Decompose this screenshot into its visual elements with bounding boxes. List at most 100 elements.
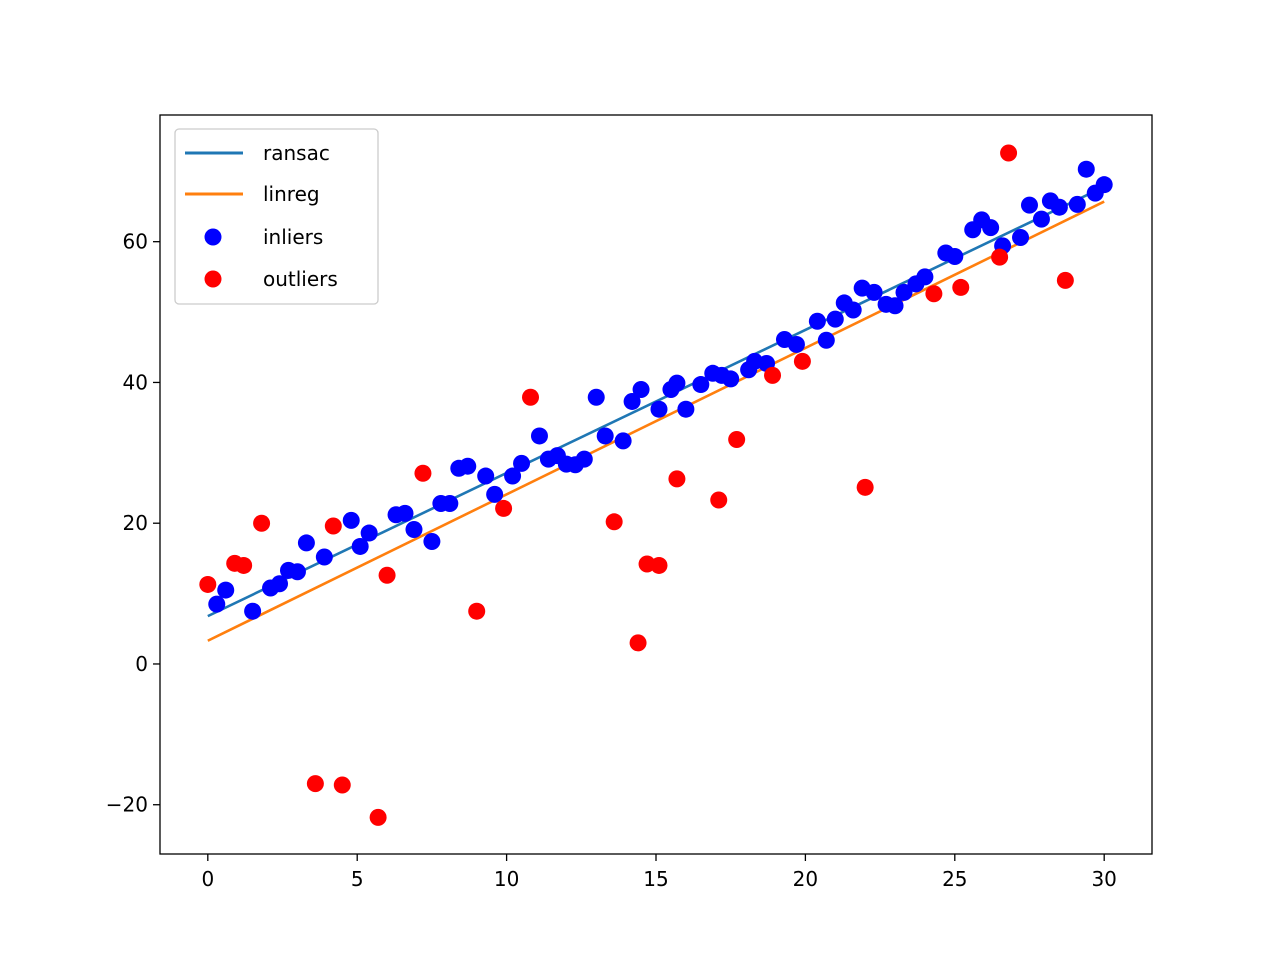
y-tick-label: −20: [106, 793, 148, 817]
x-tick-label: 15: [643, 867, 668, 891]
line-linreg: [207, 200, 1105, 642]
inlier-point: [477, 467, 495, 485]
inlier-point: [504, 467, 522, 485]
inlier-point: [513, 454, 531, 472]
inlier-point: [677, 400, 695, 418]
inlier-point: [596, 427, 614, 445]
inlier-point: [844, 301, 862, 319]
outlier-point: [668, 470, 686, 488]
outlier-point: [324, 517, 342, 535]
y-tick-label: 60: [123, 230, 148, 254]
series-outliers: [199, 144, 1074, 826]
inlier-point: [623, 392, 641, 410]
inlier-point: [946, 247, 964, 265]
inlier-point: [916, 268, 934, 286]
y-axis-ticks: −20 0 20 40 60: [106, 230, 160, 817]
outlier-point: [414, 464, 432, 482]
outlier-point: [925, 285, 943, 303]
outlier-point: [495, 499, 513, 517]
outlier-point: [728, 430, 746, 448]
legend: ransac linreg inliers outliers: [174, 128, 379, 305]
outlier-point: [793, 352, 811, 370]
inlier-point: [1012, 228, 1030, 246]
scatter-points: [199, 144, 1113, 826]
legend-inliers-label: inliers: [263, 225, 323, 249]
legend-outliers-marker: [204, 270, 222, 288]
inlier-point: [1020, 196, 1038, 214]
inlier-point: [315, 548, 333, 566]
inlier-point: [441, 495, 459, 512]
outlier-point: [378, 566, 396, 584]
outlier-point: [306, 775, 324, 793]
outlier-point: [764, 366, 782, 384]
plot-area: [199, 144, 1113, 826]
inlier-point: [297, 534, 315, 552]
x-tick-label: 20: [793, 867, 818, 891]
inlier-point: [886, 297, 904, 315]
inlier-point: [632, 380, 650, 398]
inlier-point: [423, 533, 441, 551]
inlier-point: [808, 312, 826, 330]
inlier-point: [459, 457, 477, 475]
legend-linreg-label: linreg: [263, 182, 320, 206]
legend-outliers-label: outliers: [263, 267, 338, 291]
inlier-point: [360, 524, 378, 542]
outlier-point: [333, 776, 351, 794]
outlier-point: [253, 514, 271, 532]
inlier-point: [342, 511, 360, 529]
inlier-point: [1032, 210, 1050, 228]
series-inliers: [208, 160, 1113, 620]
outlier-point: [1056, 271, 1074, 289]
outlier-point: [629, 634, 647, 652]
legend-frame: [174, 128, 379, 305]
inlier-point: [668, 374, 686, 392]
x-tick-label: 25: [942, 867, 967, 891]
outlier-point: [199, 575, 217, 593]
inlier-point: [208, 595, 226, 613]
inlier-point: [865, 283, 883, 301]
x-tick-label: 10: [494, 867, 519, 891]
outlier-point: [952, 278, 970, 296]
y-tick-label: 40: [123, 370, 148, 394]
inlier-point: [486, 485, 504, 503]
inlier-point: [288, 563, 306, 581]
inlier-point: [1050, 198, 1068, 216]
outlier-point: [710, 491, 728, 509]
inlier-point: [217, 581, 235, 599]
inlier-point: [405, 521, 423, 539]
inlier-point: [787, 335, 805, 353]
inlier-point: [692, 376, 710, 394]
y-tick-label: 0: [135, 652, 148, 676]
inlier-point: [530, 427, 548, 445]
y-tick-label: 20: [123, 511, 148, 535]
outlier-point: [650, 556, 668, 574]
inlier-point: [614, 432, 632, 450]
legend-ransac-label: ransac: [263, 141, 330, 165]
inlier-point: [650, 400, 668, 418]
x-axis-ticks: 0 5 10 15 20 25 30: [201, 854, 1117, 891]
outlier-point: [369, 808, 387, 826]
inlier-point: [587, 388, 605, 406]
inlier-point: [817, 331, 835, 349]
inlier-point: [271, 575, 289, 593]
outlier-point: [522, 388, 540, 406]
inlier-point: [1095, 176, 1113, 194]
legend-inliers-marker: [204, 228, 222, 246]
inlier-point: [1077, 160, 1095, 178]
inlier-point: [351, 537, 369, 555]
inlier-point: [575, 450, 593, 468]
outlier-point: [605, 513, 623, 531]
outlier-point: [856, 478, 874, 496]
inlier-point: [982, 219, 1000, 237]
outlier-point: [235, 556, 253, 574]
outlier-point: [468, 602, 486, 620]
inlier-point: [895, 283, 913, 301]
outlier-point: [1000, 144, 1018, 162]
inlier-point: [1068, 195, 1086, 213]
outlier-point: [991, 248, 1009, 266]
inlier-point: [722, 370, 740, 388]
inlier-point: [396, 504, 414, 522]
x-tick-label: 30: [1091, 867, 1116, 891]
x-tick-label: 0: [201, 867, 214, 891]
